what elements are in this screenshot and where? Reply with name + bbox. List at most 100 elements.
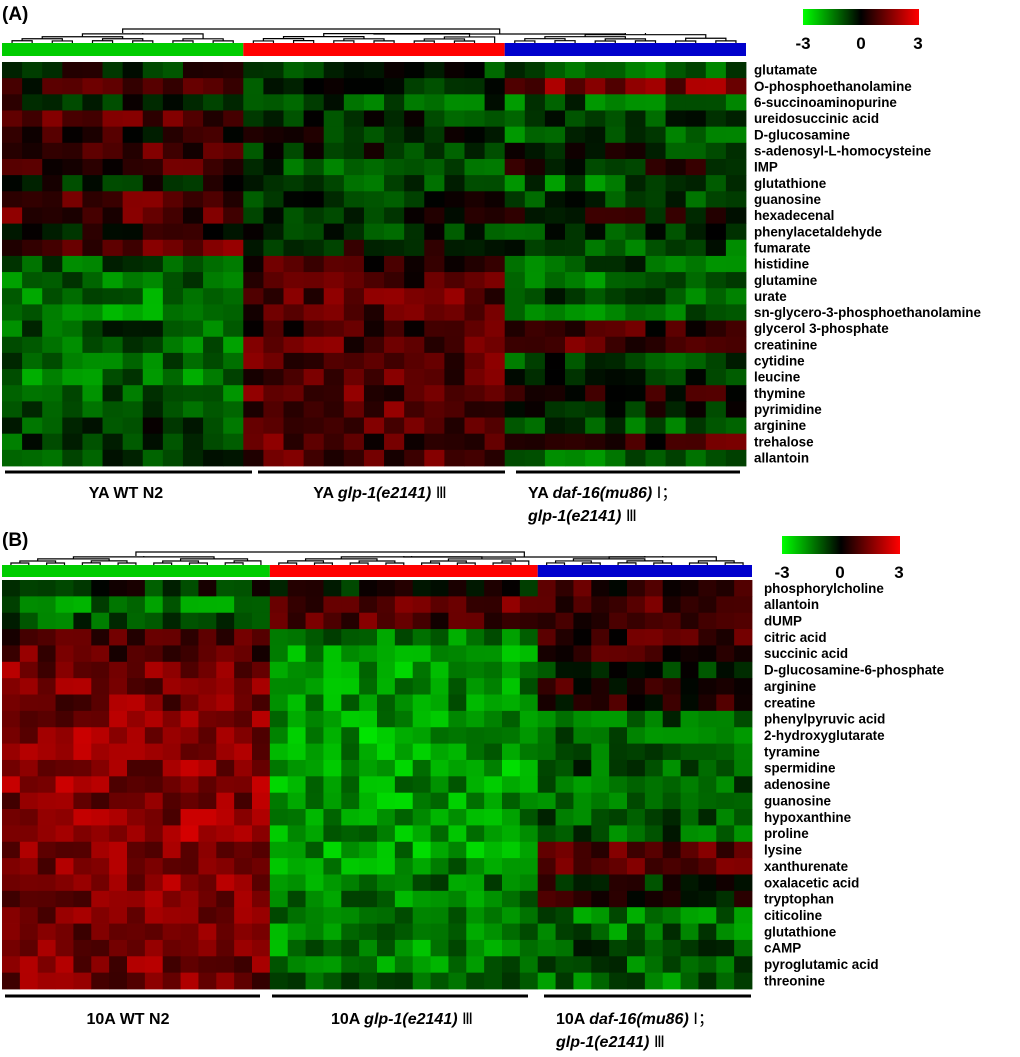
panel-b-cell	[394, 792, 414, 810]
panel-b-cell	[73, 645, 92, 663]
panel-a-cell	[665, 239, 687, 257]
panel-b-cell	[430, 727, 449, 744]
panel-a-cell	[243, 239, 264, 257]
panel-b-cell	[341, 629, 360, 646]
panel-b-cell	[662, 629, 681, 646]
panel-a-cell	[484, 255, 506, 273]
panel-a-cell	[625, 449, 646, 467]
panel-a-cell	[464, 320, 485, 338]
panel-a-dendrogram-branch	[292, 40, 315, 43]
panel-b-cell	[359, 776, 378, 794]
panel-b-cell	[341, 678, 360, 695]
panel-a-cell	[82, 175, 103, 192]
panel-a-cell	[464, 78, 485, 95]
panel-b-cell	[109, 825, 128, 843]
panel-a-cell	[162, 126, 184, 144]
panel-b-cell	[430, 596, 449, 614]
panel-a-cell	[2, 223, 23, 241]
panel-a-cell	[223, 191, 244, 208]
panel-b-cell	[644, 939, 664, 957]
panel-b-cell	[644, 710, 664, 728]
panel-b-metabolite-label: guanosine	[764, 793, 831, 808]
panel-b-cell	[341, 841, 360, 859]
panel-a-cell	[404, 175, 425, 192]
panel-a-cell	[404, 288, 425, 305]
panel-b-cell	[484, 956, 503, 974]
panel-b-cell	[555, 596, 574, 614]
panel-a-cell	[544, 449, 566, 467]
panel-a-cell	[384, 417, 405, 435]
panel-b-cell	[162, 743, 181, 761]
panel-a-cell	[243, 369, 264, 386]
panel-a-cell	[303, 320, 325, 338]
panel-b-cell	[73, 890, 92, 908]
panel-a-cell	[263, 385, 284, 402]
panel-b-cell	[537, 661, 556, 679]
panel-b-cell	[627, 809, 646, 826]
panel-b-cell	[91, 710, 110, 728]
panel-b-cell	[252, 874, 271, 892]
panel-b-cell	[19, 661, 39, 679]
panel-b-cell	[609, 809, 628, 826]
panel-a-group-bar-3	[504, 43, 746, 56]
panel-a-cell	[122, 62, 144, 79]
panel-b-dendrogram-branch	[153, 562, 173, 565]
panel-a-cell	[243, 223, 264, 241]
panel-a-cell	[223, 142, 244, 160]
panel-a-dendrogram-root	[122, 28, 626, 35]
panel-b-cell	[269, 792, 289, 810]
panel-a-cell	[203, 158, 224, 176]
panel-b-cell	[519, 890, 539, 908]
panel-b-cell	[519, 678, 539, 695]
panel-b-cell	[234, 645, 253, 663]
panel-b-cell	[216, 776, 235, 794]
panel-b-cell	[430, 580, 449, 597]
panel-b-cell	[734, 792, 753, 810]
panel-b-cell	[2, 678, 21, 695]
panel-a-cell	[404, 207, 425, 224]
panel-b-cell	[216, 972, 235, 990]
panel-b-cell	[144, 645, 164, 663]
panel-b-cell	[466, 612, 485, 630]
panel-a-cell	[725, 255, 747, 273]
panel-a-cell	[645, 158, 666, 176]
panel-b-cell	[37, 956, 56, 974]
panel-a-cell	[22, 94, 43, 111]
panel-b-cell	[323, 645, 342, 663]
panel-a-cell	[565, 142, 586, 160]
panel-a-metabolite-label: creatinine	[754, 337, 817, 352]
panel-b-dendrogram-branch	[456, 562, 476, 565]
panel-a-cell	[605, 78, 626, 95]
panel-a-cell	[363, 288, 385, 305]
panel-a-cell	[22, 191, 43, 208]
panel-b-cell	[734, 907, 753, 924]
panel-b-cell	[644, 923, 664, 941]
panel-b-cell	[305, 809, 324, 826]
panel-b-cell	[591, 939, 610, 957]
panel-b-cell	[323, 727, 342, 744]
panel-b-cell	[698, 596, 717, 614]
panel-b-cell	[519, 694, 539, 712]
panel-b-cell	[394, 580, 414, 597]
panel-a-cell	[424, 272, 445, 289]
panel-b-cell	[91, 825, 110, 843]
panel-a-cell	[102, 223, 124, 241]
panel-a-cell	[243, 94, 264, 111]
panel-b-cell	[19, 629, 39, 646]
panel-b-cell	[73, 939, 92, 957]
panel-b-cell	[448, 629, 467, 646]
panel-b-metabolite-label: glutathione	[764, 924, 836, 939]
panel-b-cell	[716, 923, 735, 941]
panel-a-cell	[363, 417, 385, 435]
panel-a-metabolite-label: histidine	[754, 257, 809, 272]
panel-a-cell	[182, 304, 204, 321]
panel-a-cell	[625, 175, 646, 192]
panel-b-cell	[73, 776, 92, 794]
panel-b-cell	[394, 596, 414, 614]
panel-b-cell	[127, 629, 146, 646]
panel-b-cell	[127, 939, 146, 957]
panel-a-cell	[685, 94, 707, 111]
panel-a-cell	[62, 401, 83, 418]
panel-a-cell	[725, 288, 747, 305]
panel-b-cell	[573, 792, 592, 810]
